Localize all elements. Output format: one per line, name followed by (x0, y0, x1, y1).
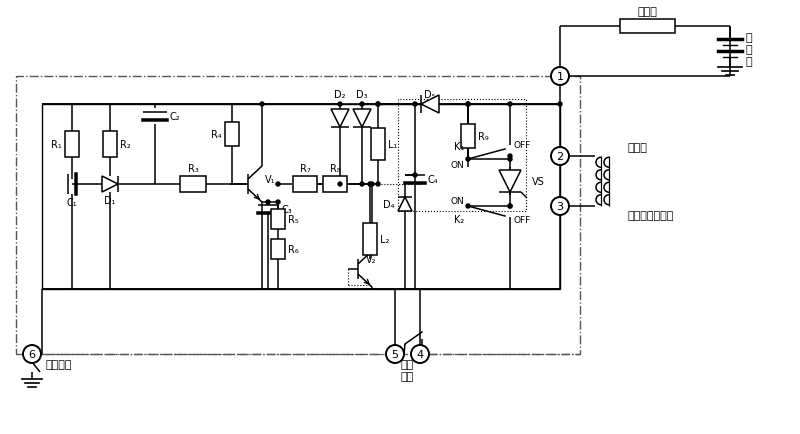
Polygon shape (398, 197, 412, 211)
Polygon shape (353, 110, 371, 128)
Bar (620, 20, 675, 34)
Circle shape (376, 183, 380, 187)
Circle shape (466, 103, 470, 107)
Text: R₃: R₃ (187, 164, 198, 174)
Circle shape (508, 158, 512, 161)
Bar (398, 100, 526, 211)
Polygon shape (102, 177, 118, 193)
Circle shape (558, 103, 562, 107)
Text: 开启
开关: 开启 开关 (400, 359, 414, 381)
Text: R₉: R₉ (478, 132, 489, 141)
Text: ON: ON (450, 197, 464, 206)
Text: R₁: R₁ (51, 140, 62, 150)
Circle shape (466, 204, 470, 208)
Circle shape (376, 103, 380, 107)
Bar (271, 240, 285, 260)
Text: R₄: R₄ (211, 130, 222, 140)
Circle shape (266, 201, 270, 204)
Polygon shape (331, 110, 349, 128)
Text: 4: 4 (417, 349, 423, 359)
Text: D₄: D₄ (383, 200, 395, 210)
Text: 6: 6 (29, 349, 35, 359)
Text: L₂: L₂ (380, 234, 390, 244)
Circle shape (276, 183, 280, 187)
Circle shape (466, 103, 470, 107)
Circle shape (508, 204, 512, 208)
Circle shape (276, 201, 280, 204)
Text: OFF: OFF (513, 141, 530, 150)
Text: C₁: C₁ (66, 197, 78, 207)
Text: 2: 2 (557, 151, 563, 161)
Circle shape (360, 183, 364, 187)
Circle shape (551, 68, 569, 86)
Text: R₆: R₆ (288, 244, 298, 254)
Circle shape (508, 103, 512, 107)
Text: K₂: K₂ (454, 214, 464, 224)
Circle shape (411, 345, 429, 363)
Bar (363, 224, 377, 256)
Text: R₅: R₅ (288, 214, 298, 224)
Circle shape (260, 103, 264, 107)
Text: V₁: V₁ (265, 174, 275, 184)
Bar (225, 123, 239, 147)
Circle shape (508, 204, 512, 208)
Circle shape (508, 155, 512, 159)
Bar (271, 210, 285, 230)
Circle shape (466, 158, 470, 161)
Bar (42, 105, 560, 289)
Text: 3: 3 (557, 201, 563, 211)
Bar (65, 132, 79, 158)
Text: 蓄
电
池: 蓄 电 池 (746, 33, 753, 66)
Text: V₂: V₂ (366, 254, 377, 264)
Circle shape (413, 103, 417, 107)
Bar (323, 177, 347, 193)
Text: L₁: L₁ (388, 140, 398, 150)
Text: OFF: OFF (513, 216, 530, 225)
Circle shape (360, 103, 364, 107)
Bar (371, 129, 385, 161)
Text: 5: 5 (391, 349, 398, 359)
Text: C₄: C₄ (428, 174, 438, 184)
Text: D₁: D₁ (104, 196, 116, 206)
Text: K₁: K₁ (454, 141, 464, 151)
Text: 熔断器: 熔断器 (638, 7, 658, 17)
Text: ON: ON (450, 160, 464, 169)
Text: D₂: D₂ (334, 90, 346, 100)
Text: 1: 1 (557, 72, 563, 82)
Circle shape (551, 148, 569, 166)
Text: C₂: C₂ (170, 112, 181, 122)
Circle shape (413, 174, 417, 178)
Circle shape (551, 197, 569, 216)
Text: D₅: D₅ (424, 90, 436, 100)
Text: VS: VS (532, 177, 545, 187)
Text: D₃: D₃ (356, 90, 368, 100)
Text: R₈: R₈ (330, 164, 340, 174)
Bar (293, 177, 317, 193)
Bar (16, 77, 580, 354)
Text: R₇: R₇ (300, 164, 310, 174)
Polygon shape (499, 171, 521, 193)
Bar (180, 177, 206, 193)
Circle shape (23, 345, 41, 363)
Polygon shape (421, 96, 439, 114)
Text: 回转式电磁线圈: 回转式电磁线圈 (627, 210, 674, 220)
Circle shape (368, 183, 372, 187)
Text: R₂: R₂ (120, 140, 130, 150)
Circle shape (370, 183, 374, 187)
Text: C₃: C₃ (281, 204, 292, 214)
Circle shape (376, 103, 380, 107)
Circle shape (338, 183, 342, 187)
Bar (461, 125, 475, 149)
Bar (103, 132, 117, 158)
Text: 断电路: 断电路 (627, 143, 647, 153)
Circle shape (386, 345, 404, 363)
Text: 锁止开关: 锁止开关 (46, 359, 73, 369)
Circle shape (338, 103, 342, 107)
